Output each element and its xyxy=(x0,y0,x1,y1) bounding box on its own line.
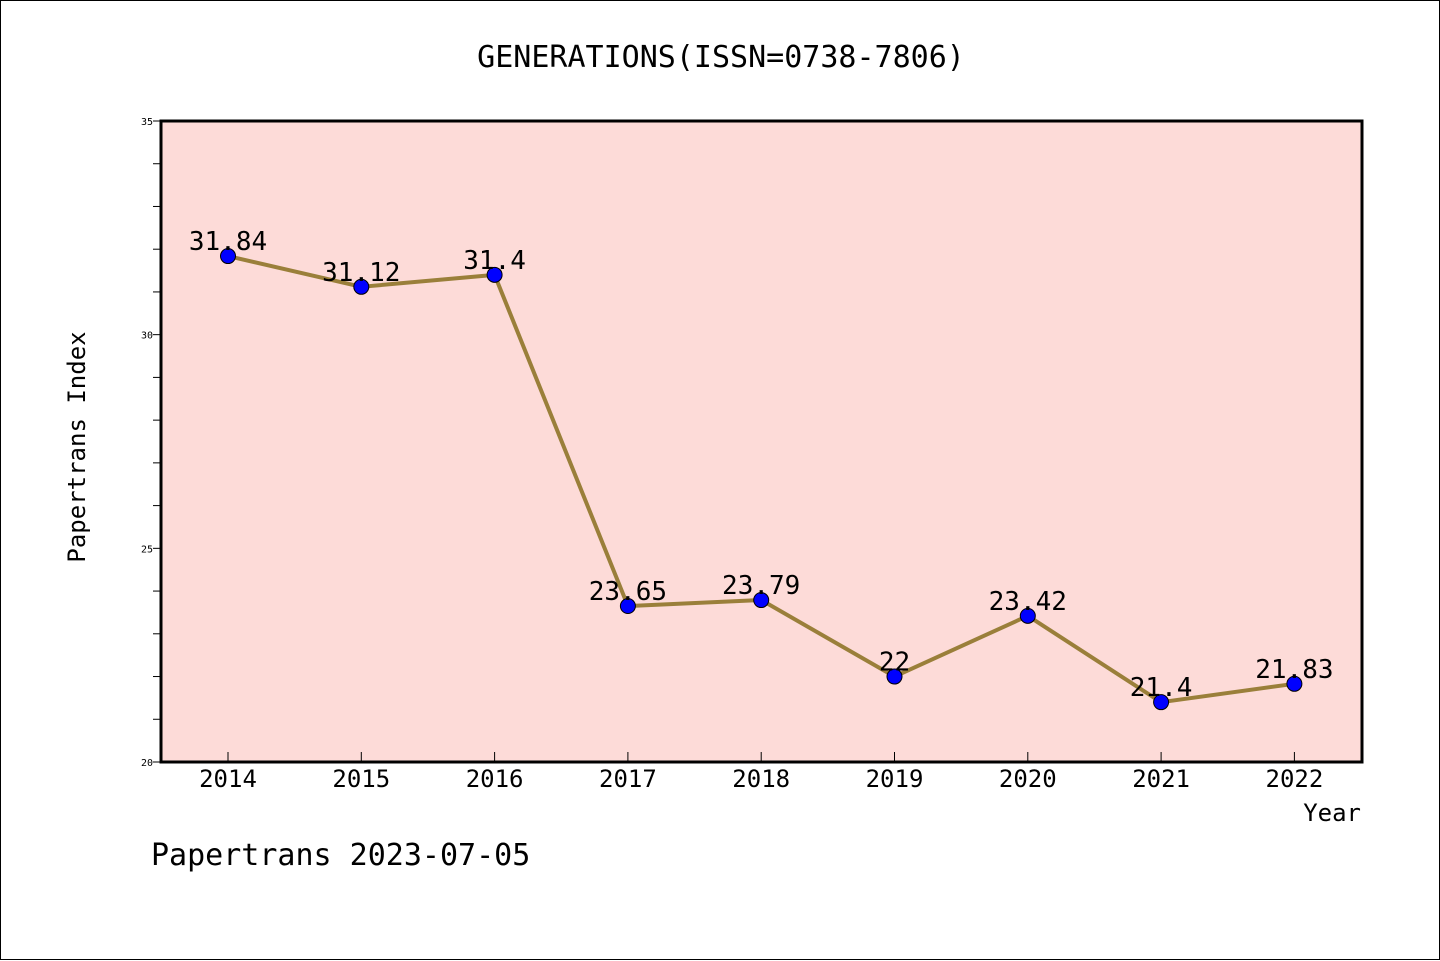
x-tick-label: 2021 xyxy=(1132,765,1190,793)
y-tick-label: 20 xyxy=(141,758,153,769)
data-point xyxy=(886,668,903,685)
plot-area xyxy=(159,119,1364,764)
data-label: 31.12 xyxy=(322,258,400,288)
data-point xyxy=(220,248,236,265)
data-labels: 31.84 31.12 31.4 23.65 23.79 22 23.42 21.4 21.83 xyxy=(189,227,1334,703)
x-tick-label: 2020 xyxy=(999,765,1057,793)
data-point xyxy=(1153,694,1170,711)
data-point xyxy=(486,266,503,283)
data-point xyxy=(1286,675,1303,692)
chart-title: GENERATIONS(ISSN=0738-7806) xyxy=(477,40,965,75)
data-label: 31.4 xyxy=(463,246,526,276)
data-point xyxy=(619,598,636,615)
y-tick-label: 30 xyxy=(141,331,153,342)
x-axis: 2014 2015 2016 2017 2018 2019 2020 2021 2022 xyxy=(199,752,1323,793)
y-axis: 20 25 30 35 xyxy=(141,117,161,769)
x-tick-label: 2014 xyxy=(199,765,257,793)
data-point xyxy=(753,592,770,609)
y-tick-label: 25 xyxy=(141,544,153,555)
series-markers xyxy=(220,248,1303,711)
x-tick-label: 2018 xyxy=(732,765,790,793)
data-label: 23.79 xyxy=(722,571,800,601)
x-tick-label: 2019 xyxy=(866,765,924,793)
data-label: 23.65 xyxy=(589,577,667,607)
data-label: 23.42 xyxy=(989,587,1067,617)
data-point xyxy=(1019,607,1036,624)
x-tick-label: 2017 xyxy=(599,765,657,793)
data-point xyxy=(353,278,370,295)
data-label: 21.4 xyxy=(1130,673,1193,703)
data-label: 22 xyxy=(879,648,910,678)
y-tick-label: 35 xyxy=(141,117,153,128)
data-label: 31.84 xyxy=(189,227,267,257)
x-axis-label: Year xyxy=(1303,799,1361,827)
data-label: 21.83 xyxy=(1255,655,1333,685)
footer-text: Papertrans 2023-07-05 xyxy=(151,838,530,873)
y-axis-label: Papertrans Index xyxy=(63,331,91,562)
x-tick-label: 2016 xyxy=(466,765,524,793)
x-tick-label: 2022 xyxy=(1266,765,1324,793)
x-tick-label: 2015 xyxy=(332,765,390,793)
